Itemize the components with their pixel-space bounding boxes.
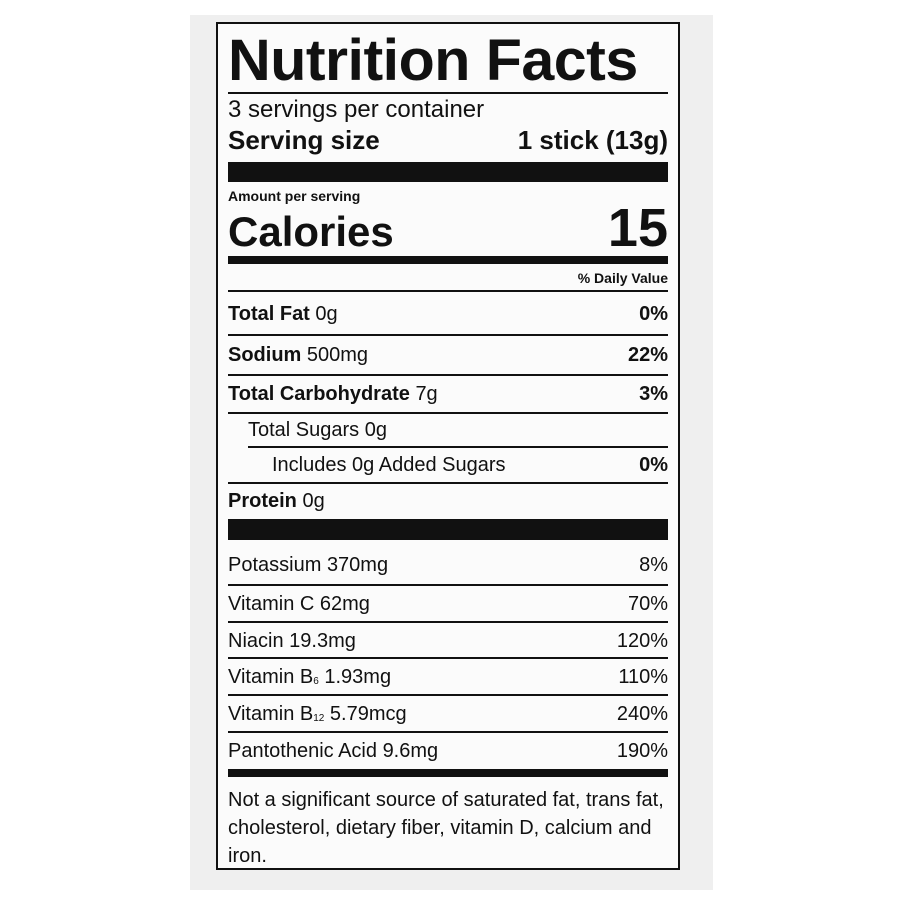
vitamin-name: Vitamin B <box>228 702 314 725</box>
vitamin-amount: 5.79mcg <box>329 702 407 725</box>
vitamin-row-potassium: Potassium 370mg 8% <box>228 546 668 584</box>
nutrient-amount: 0g <box>302 489 325 512</box>
vitamin-name: Vitamin C <box>228 592 315 615</box>
vitamin-amount: 62mg <box>319 592 370 615</box>
vitamin-amount: 19.3mg <box>289 629 356 652</box>
medium-divider <box>228 769 668 777</box>
nutrient-name: Total Sugars <box>248 418 360 441</box>
nutrient-name: Includes 0g Added Sugars <box>272 453 506 476</box>
divider <box>228 731 668 733</box>
nutrient-dv: 0% <box>639 302 668 325</box>
serving-size-row: Serving size 1 stick (13g) <box>228 124 668 156</box>
divider <box>228 482 668 484</box>
nutrient-name: Sodium <box>228 343 302 366</box>
nutrient-row-protein: Protein 0g <box>228 484 668 518</box>
calories-value: 15 <box>607 198 668 258</box>
divider <box>228 290 668 292</box>
vitamin-row-niacin: Niacin 19.3mg 120% <box>228 623 668 659</box>
thick-divider <box>228 162 668 182</box>
nutrient-name: Protein <box>228 489 297 512</box>
nutrient-name: Total Fat <box>228 302 310 325</box>
nutrient-amount: 0g <box>364 418 387 441</box>
nutrient-row-added-sugars: Includes 0g Added Sugars 0% <box>228 448 668 482</box>
vitamin-row-vitamin-b12: Vitamin B12 5.79mcg 240% <box>228 696 668 732</box>
nutrient-dv: 22% <box>627 343 668 366</box>
vitamin-row-pantothenic-acid: Pantothenic Acid 9.6mg 190% <box>228 733 668 769</box>
divider <box>228 92 668 94</box>
vitamin-dv: 120% <box>616 629 668 652</box>
footnote: Not a significant source of saturated fa… <box>228 789 664 867</box>
vitamin-dv: 8% <box>639 553 668 576</box>
vitamin-row-vitamin-b6: Vitamin B6 1.93mg 110% <box>228 659 668 695</box>
nutrient-amount: 7g <box>415 382 438 405</box>
vitamin-amount: 370mg <box>326 553 389 576</box>
serving-size-value: 1 stick (13g) <box>517 125 668 155</box>
vitamin-subscript: 12 <box>313 712 325 724</box>
daily-value-header: % Daily Value <box>577 270 668 286</box>
vitamin-name: Vitamin B <box>228 665 314 688</box>
vitamin-amount: 9.6mg <box>382 739 439 762</box>
divider <box>248 446 668 448</box>
divider <box>228 584 668 586</box>
nutrient-row-total-carbohydrate: Total Carbohydrate 7g 3% <box>228 376 668 412</box>
divider <box>228 334 668 336</box>
nutrient-row-sodium: Sodium 500mg 22% <box>228 336 668 374</box>
vitamin-name: Potassium <box>228 553 322 576</box>
vitamin-subscript: 6 <box>313 675 319 687</box>
label-title: Nutrition Facts <box>228 28 638 93</box>
nutrient-amount: 0g <box>315 302 338 325</box>
thick-divider <box>228 519 668 540</box>
nutrient-dv: 3% <box>639 382 668 405</box>
serving-size-label: Serving size <box>228 125 380 155</box>
calories-label: Calories <box>228 208 394 255</box>
calories-row: Calories 15 <box>228 200 668 260</box>
medium-divider <box>228 256 668 264</box>
divider <box>228 621 668 623</box>
nutrition-facts-label: Nutrition Facts 3 servings per container… <box>216 22 680 870</box>
vitamin-name: Niacin <box>228 629 284 652</box>
vitamin-dv: 240% <box>616 702 668 725</box>
servings-per-container: 3 servings per container <box>228 96 485 123</box>
vitamin-row-vitamin-c: Vitamin C 62mg 70% <box>228 586 668 622</box>
vitamin-dv: 110% <box>618 665 668 688</box>
divider <box>228 657 668 659</box>
vitamin-dv: 70% <box>627 592 668 615</box>
divider <box>228 374 668 376</box>
amount-per-serving: Amount per serving <box>228 188 361 204</box>
divider <box>228 694 668 696</box>
nutrient-dv: 0% <box>639 453 668 476</box>
vitamin-amount: 1.93mg <box>324 665 392 688</box>
vitamin-dv: 190% <box>616 739 668 762</box>
nutrient-amount: 500mg <box>306 343 369 366</box>
nutrient-row-total-fat: Total Fat 0g 0% <box>228 294 668 334</box>
divider <box>228 412 668 414</box>
nutrient-name: Total Carbohydrate <box>228 382 410 405</box>
nutrient-row-total-sugars: Total Sugars 0g <box>228 414 668 446</box>
vitamin-name: Pantothenic Acid <box>228 739 377 762</box>
